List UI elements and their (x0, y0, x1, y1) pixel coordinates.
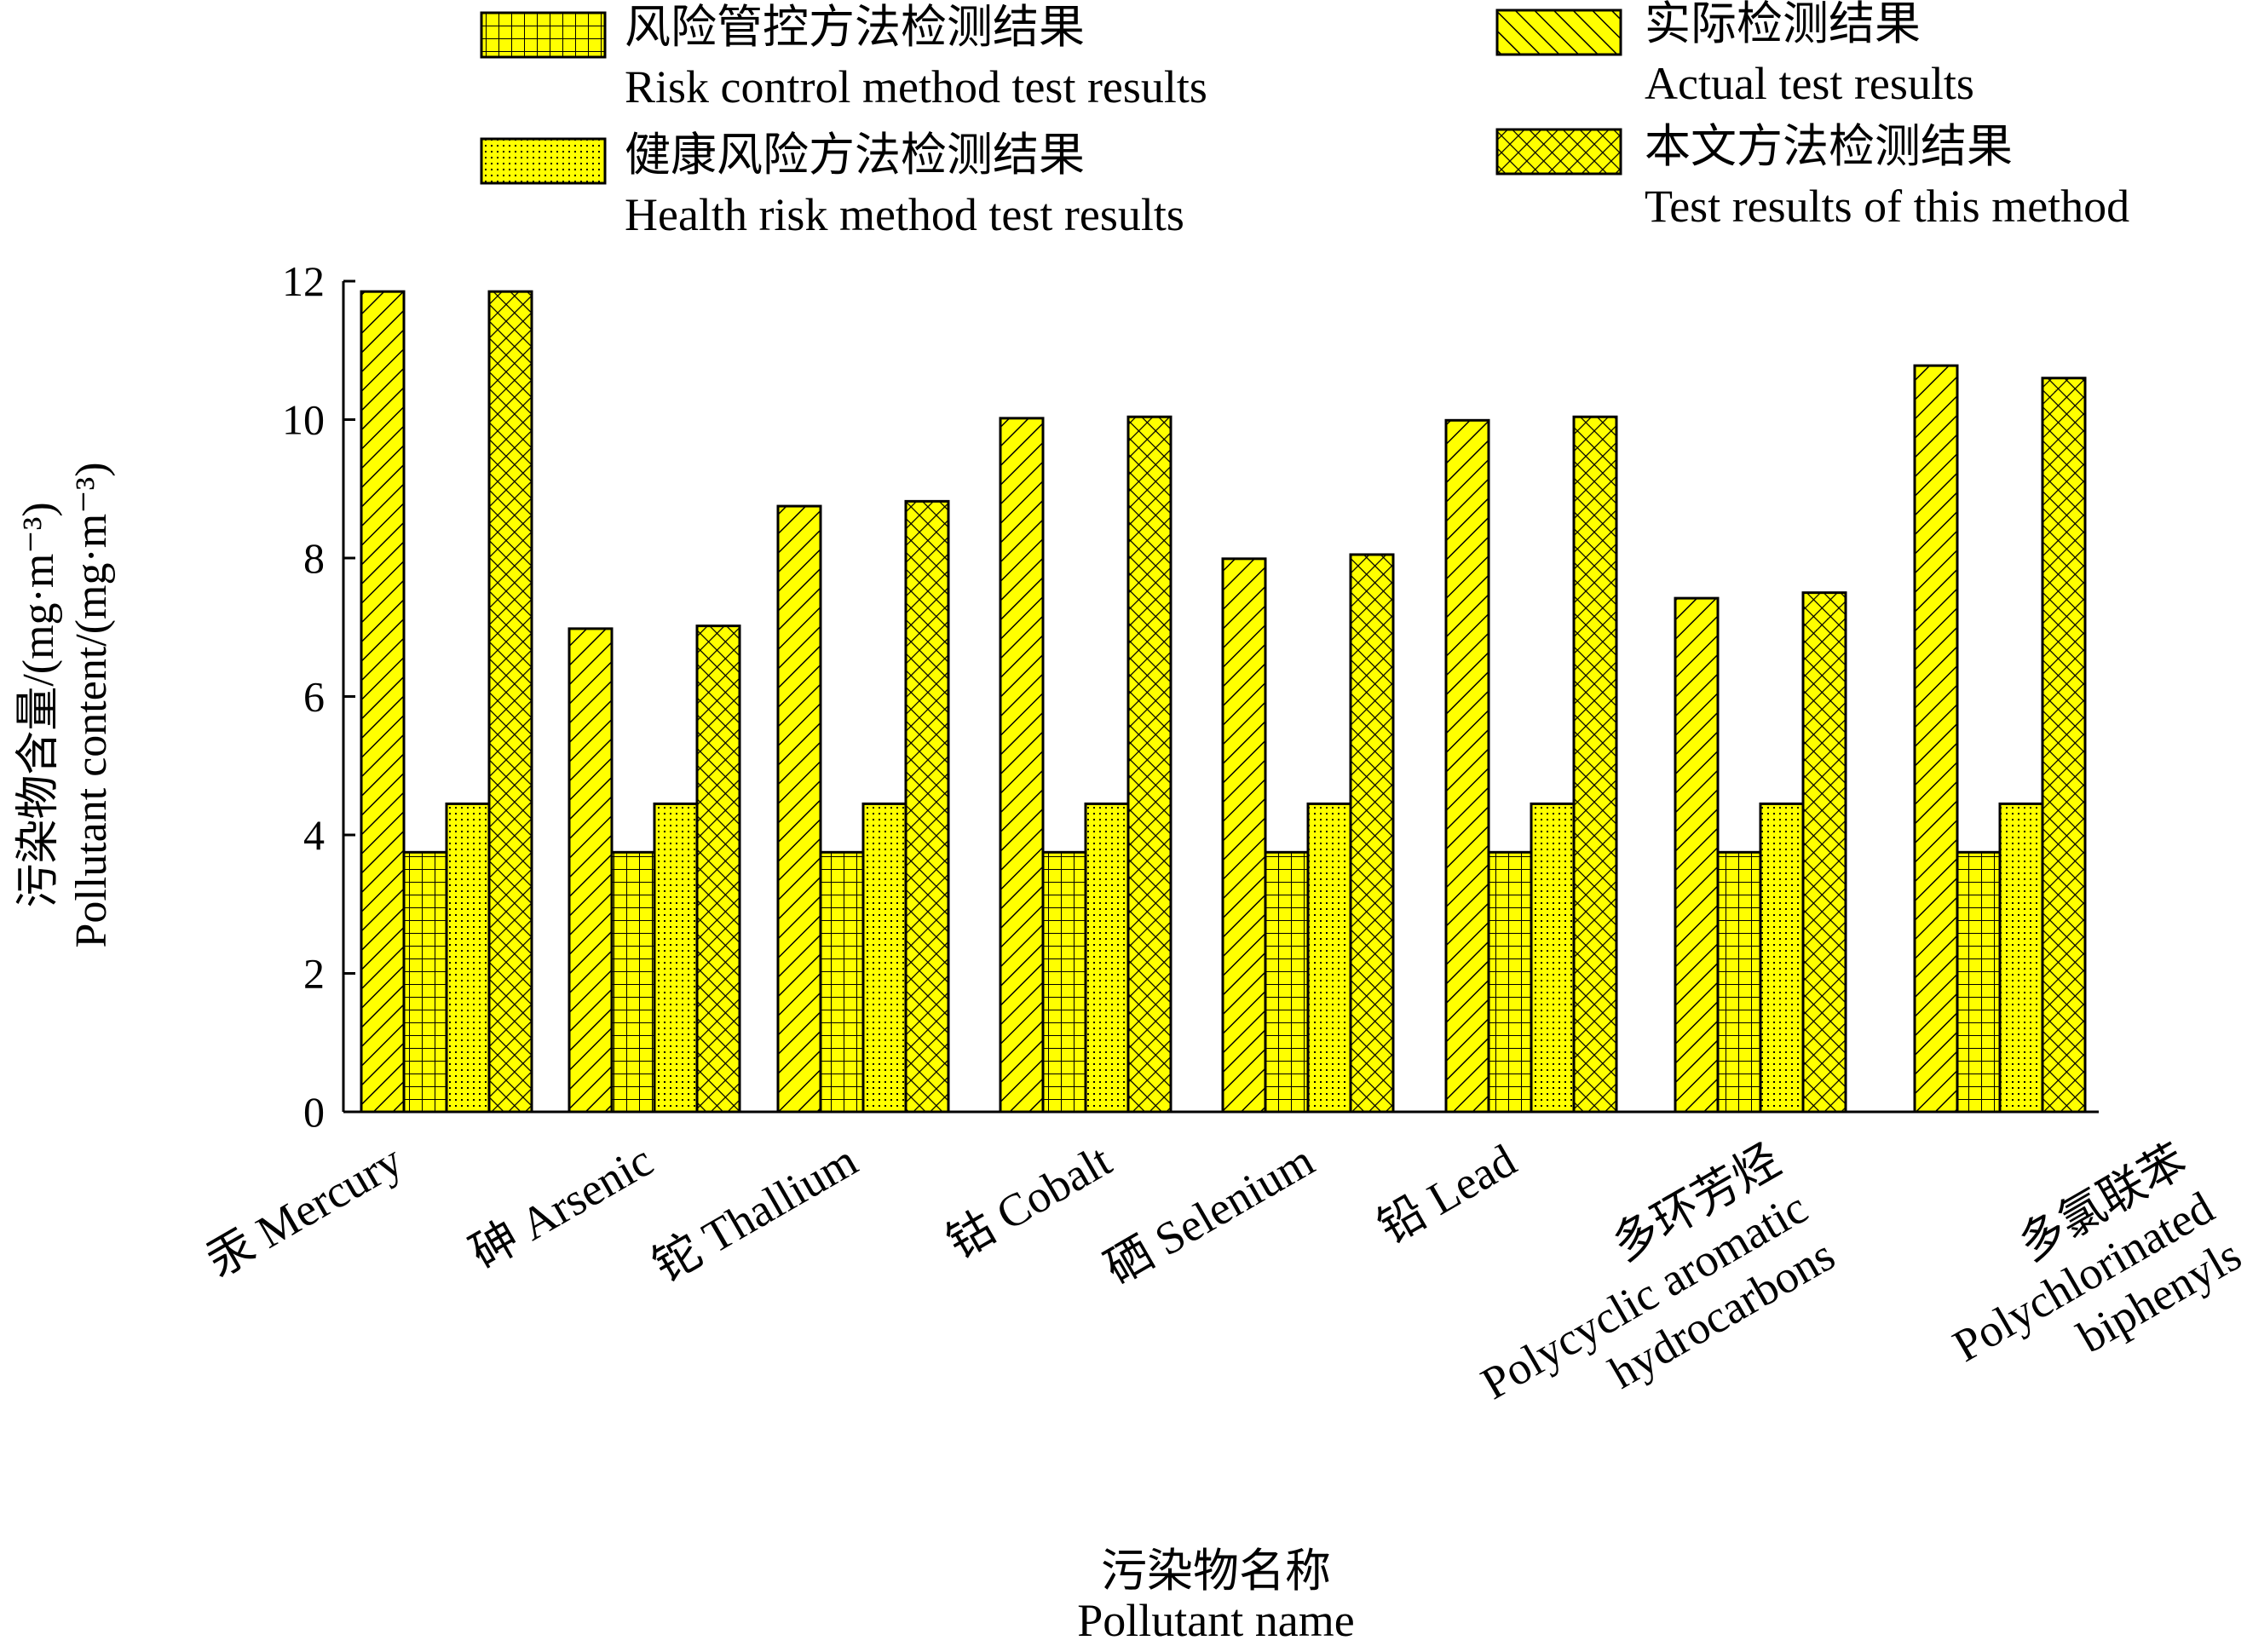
legend-label-3-line-1: 健康风险方法检测结果 (625, 130, 1085, 181)
bar-4-series-4 (1126, 415, 1172, 1114)
bar-3-series-1 (776, 504, 822, 1114)
bar-7-series-3 (1759, 802, 1805, 1114)
legend-label-2-line-2: Actual test results (1645, 58, 1974, 109)
bar-2-series-1 (568, 627, 614, 1114)
legend-swatch-1 (480, 11, 607, 59)
legend-swatch-4 (1495, 128, 1622, 176)
legend-label-4-line-2: Test results of this method (1645, 181, 2129, 232)
x-tick-label-6: 铅 Lead (1369, 1135, 1524, 1254)
bar-4-series-1 (999, 417, 1045, 1114)
legend-label-1-line-1: 风险管控方法检测结果 (625, 2, 1085, 53)
legend-label-3-line-2: Health risk method test results (625, 189, 1184, 240)
y-axis-title-line-2: Pollutant content/(mg·m⁻³) (67, 462, 116, 947)
x-tick-label-4: 钴 Cobalt (938, 1135, 1120, 1269)
bar-1-series-4 (487, 290, 533, 1114)
y-tick-label-12: 12 (282, 257, 325, 305)
bar-4-series-3 (1084, 802, 1130, 1114)
bar-8-series-2 (1956, 850, 2002, 1114)
axes-layer (342, 279, 2099, 1114)
bar-6-series-2 (1487, 850, 1533, 1114)
y-axis-title-line-1: 污染物含量/(mg·m⁻³) (14, 502, 63, 907)
x-axis-title-line-2: Pollutant name (1077, 1595, 1354, 1646)
legend-label-2-line-1: 实际检测结果 (1645, 0, 1921, 49)
legend-item-4: 本文方法检测结果 Test results of this method (1495, 121, 2129, 232)
bar-8-series-3 (1998, 802, 2044, 1114)
bar-7-series-4 (1801, 591, 1847, 1114)
x-tick-label-5: 硒 Selenium (1097, 1135, 1322, 1295)
bar-8-series-4 (2041, 377, 2087, 1114)
bar-5-series-1 (1221, 557, 1267, 1114)
bar-5-series-2 (1264, 850, 1310, 1114)
bar-6-series-4 (1572, 415, 1618, 1114)
bar-6-series-3 (1530, 802, 1576, 1114)
legend-item-1: 风险管控方法检测结果 Risk control method test resul… (480, 2, 1207, 112)
bar-5-series-4 (1349, 553, 1395, 1114)
x-tick-label-4-line-1: 钴 Cobalt (938, 1135, 1120, 1269)
legend-swatch-2 (1495, 9, 1622, 56)
bar-1-series-2 (402, 850, 448, 1114)
bar-6-series-1 (1444, 418, 1490, 1114)
bar-3-series-2 (819, 850, 865, 1114)
y-tick-label-6: 6 (303, 673, 325, 721)
x-tick-label-3-line-1: 铊 Thallium (644, 1135, 866, 1292)
bar-7-series-2 (1716, 850, 1762, 1114)
legend-item-2: 实际检测结果 Actual test results (1495, 0, 1974, 109)
y-tick-label-8: 8 (303, 534, 325, 582)
bar-2-series-2 (610, 850, 656, 1114)
y-tick-label-10: 10 (282, 396, 325, 444)
bar-3-series-3 (861, 802, 907, 1114)
bar-8-series-1 (1913, 364, 1959, 1114)
x-tick-label-2-line-1: 砷 Arsenic (462, 1135, 661, 1280)
y-tick-label-0: 0 (303, 1088, 325, 1136)
bar-7-series-1 (1674, 596, 1720, 1114)
x-tick-label-1: 汞 Mercury (199, 1135, 411, 1287)
bar-2-series-3 (653, 802, 699, 1114)
y-tick-label-4: 4 (303, 811, 325, 859)
x-tick-label-2: 砷 Arsenic (462, 1135, 661, 1280)
x-tick-label-5-line-1: 硒 Selenium (1097, 1135, 1322, 1295)
bar-1-series-1 (360, 290, 406, 1114)
bar-3-series-4 (904, 499, 950, 1114)
bar-1-series-3 (445, 802, 491, 1114)
y-tick-label-2: 2 (303, 950, 325, 998)
x-tick-label-3: 铊 Thallium (644, 1135, 866, 1292)
x-tick-label-1-line-1: 汞 Mercury (199, 1135, 411, 1287)
bars-layer (360, 290, 2087, 1114)
y-axis-title: 污染物含量/(mg·m⁻³) Pollutant content/(mg·m⁻³) (14, 462, 116, 947)
legend-item-3: 健康风险方法检测结果 Health risk method test result… (480, 130, 1184, 240)
legend-swatch-3 (480, 137, 607, 185)
x-tick-label-6-line-1: 铅 Lead (1369, 1135, 1524, 1254)
bar-2-series-4 (695, 625, 741, 1114)
legend-label-4-line-1: 本文方法检测结果 (1645, 121, 2013, 172)
bar-5-series-3 (1306, 802, 1352, 1114)
legend-label-1-line-2: Risk control method test results (625, 61, 1207, 112)
x-axis-title-line-1: 污染物名称 (1101, 1546, 1331, 1597)
legend: 风险管控方法检测结果 Risk control method test resul… (480, 0, 2129, 240)
bar-4-series-2 (1041, 850, 1087, 1114)
